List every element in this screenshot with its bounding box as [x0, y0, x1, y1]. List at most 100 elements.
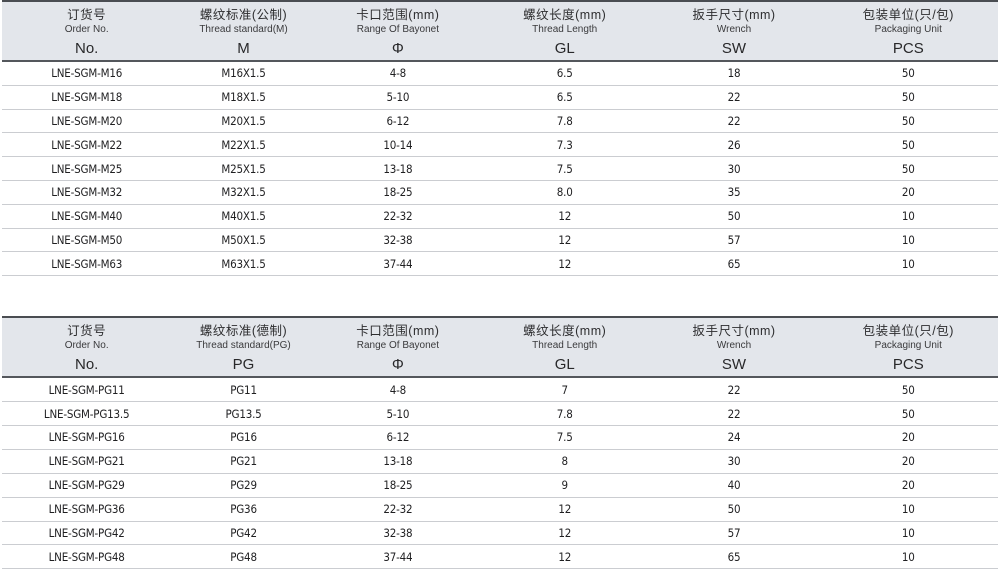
table-cell: 7.3	[556, 137, 573, 152]
table-cell: 6.5	[556, 90, 573, 105]
table-cell: LNE-SGM-M25	[51, 161, 123, 176]
table-cell: 13-18	[383, 454, 413, 469]
table-cell: 22-32	[383, 209, 413, 224]
table-cell: PG48	[230, 549, 257, 564]
table-cell: 50	[901, 90, 915, 105]
header-label-cn: 订货号	[67, 324, 107, 339]
table-cell: 12	[558, 549, 572, 564]
table-row: LNE-SGM-M22 M22X1.5 10-14 7.3 26 50	[2, 133, 998, 158]
header-label-en: Thread Length	[532, 340, 598, 352]
pg-table-header: 订货号 Order No. No. 螺纹标准(德制) Thread standard(P…	[2, 316, 998, 379]
table-cell: LNE-SGM-M50	[51, 232, 123, 247]
header-cell: 扳手尺寸(mm) Wrench SW	[649, 2, 818, 60]
header-label-code: PG	[232, 356, 255, 374]
table-cell: 50	[901, 161, 915, 176]
table-cell: 4-8	[389, 382, 407, 397]
table-cell: LNE-SGM-M22	[51, 137, 123, 152]
table-cell: 7	[561, 382, 569, 397]
table-row: LNE-SGM-PG29 PG29 18-25 9 40 20	[2, 473, 998, 498]
header-label-cn: 扳手尺寸(mm)	[692, 324, 776, 339]
header-label-en: Packaging Unit	[874, 24, 942, 35]
table-cell: 65	[727, 549, 741, 564]
table-cell: 8.0	[556, 185, 573, 200]
table-cell: 10	[901, 502, 915, 517]
table-cell: 24	[727, 430, 741, 445]
table-cell: 7.8	[556, 406, 573, 421]
table-cell: LNE-SGM-PG48	[48, 549, 125, 564]
table-cell: 50	[901, 137, 915, 152]
table-row: LNE-SGM-PG13.5 PG13.5 5-10 7.8 22 50	[2, 402, 998, 426]
header-label-code: PCS	[892, 356, 924, 374]
header-label-code: No.	[74, 356, 99, 374]
header-label-code: Φ	[391, 40, 404, 57]
table-cell: 32-38	[383, 525, 413, 540]
table-cell: 12	[558, 232, 572, 247]
table-cell: 4-8	[389, 66, 407, 81]
header-label-cn: 包装单位(只/包)	[862, 324, 954, 339]
table-row: LNE-SGM-PG16 PG16 6-12 7.5 24 20	[2, 425, 998, 450]
table-row: LNE-SGM-PG11 PG11 4-8 7 22 50	[2, 378, 998, 403]
header-cell: 卡口范围(mm) Range Of Bayonet Φ	[316, 2, 480, 60]
table-cell: 10	[901, 232, 915, 247]
table-cell: 8	[561, 454, 569, 469]
table-cell: 20	[901, 430, 915, 445]
header-label-en: Thread Length	[532, 24, 598, 35]
metric-table-body: LNE-SGM-M16 M16X1.5 4-8 6.5 18 50 LNE-SGM-M18 M…	[2, 62, 998, 277]
header-label-cn: 扳手尺寸(mm)	[692, 8, 776, 22]
table-cell: LNE-SGM-M20	[51, 113, 123, 128]
table-cell: LNE-SGM-PG29	[48, 478, 125, 493]
table-row: LNE-SGM-M50 M50X1.5 32-38 12 57 10	[2, 228, 998, 253]
table-cell: 20	[901, 478, 915, 493]
table-cell: 10	[901, 525, 915, 540]
table-cell: 20	[901, 185, 915, 200]
table-cell: LNE-SGM-PG42	[48, 525, 125, 540]
header-label-code: GL	[554, 356, 575, 374]
table-cell: 22	[727, 406, 741, 421]
table-row: LNE-SGM-M25 M25X1.5 13-18 7.5 30 50	[2, 157, 998, 181]
header-label-en: Packaging Unit	[874, 340, 942, 352]
header-label-code: GL	[554, 40, 575, 57]
header-cell: 扳手尺寸(mm) Wrench SW	[649, 318, 818, 376]
header-label-cn: 包装单位(只/包)	[862, 8, 954, 22]
header-cell: 订货号 Order No. No.	[2, 318, 171, 376]
table-cell: 50	[901, 113, 915, 128]
header-label-cn: 螺纹长度(mm)	[523, 324, 607, 339]
table-cell: PG29	[230, 478, 257, 493]
table-cell: LNE-SGM-PG21	[48, 454, 125, 469]
header-label-code: SW	[721, 356, 747, 374]
table-cell: 50	[727, 209, 741, 224]
header-label-en: Wrench	[716, 340, 752, 352]
table-cell: 6-12	[386, 430, 410, 445]
table-cell: M22X1.5	[221, 137, 266, 152]
table-cell: 35	[727, 185, 741, 200]
table-cell: LNE-SGM-M16	[51, 66, 123, 81]
header-cell: 包装单位(只/包) Packaging Unit PCS	[819, 318, 998, 376]
table-cell: 40	[727, 478, 741, 493]
table-cell: PG42	[230, 525, 257, 540]
table-cell: 6.5	[556, 66, 573, 81]
table-row: LNE-SGM-PG21 PG21 13-18 8 30 20	[2, 449, 998, 474]
header-label-en: Wrench	[716, 24, 752, 35]
table-cell: LNE-SGM-PG11	[48, 382, 125, 397]
table-cell: PG36	[230, 502, 257, 517]
table-cell: 7.5	[556, 430, 573, 445]
table-cell: 18-25	[383, 478, 413, 493]
table-cell: 30	[727, 161, 741, 176]
table-row: LNE-SGM-M32 M32X1.5 18-25 8.0 35 20	[2, 180, 998, 205]
table-cell: LNE-SGM-M18	[51, 90, 123, 105]
table-cell: PG13.5	[225, 406, 262, 421]
table-cell: LNE-SGM-PG13.5	[43, 406, 130, 421]
table-cell: 9	[561, 478, 569, 493]
table-cell: 32-38	[383, 232, 413, 247]
header-cell: 卡口范围(mm) Range Of Bayonet Φ	[316, 318, 480, 376]
pg-thread-spec-table: 订货号 Order No. No. 螺纹标准(德制) Thread standard(P…	[2, 316, 998, 570]
table-cell: 22	[727, 382, 741, 397]
table-cell: 13-18	[383, 161, 413, 176]
table-cell: M25X1.5	[221, 161, 266, 176]
header-label-cn: 螺纹标准(公制)	[199, 8, 288, 22]
table-row: LNE-SGM-M63 M63X1.5 37-44 12 65 10	[2, 252, 998, 277]
table-cell: 10	[901, 256, 915, 271]
header-label-cn: 订货号	[67, 8, 107, 22]
table-cell: 7.5	[556, 161, 573, 176]
table-cell: M40X1.5	[221, 209, 266, 224]
